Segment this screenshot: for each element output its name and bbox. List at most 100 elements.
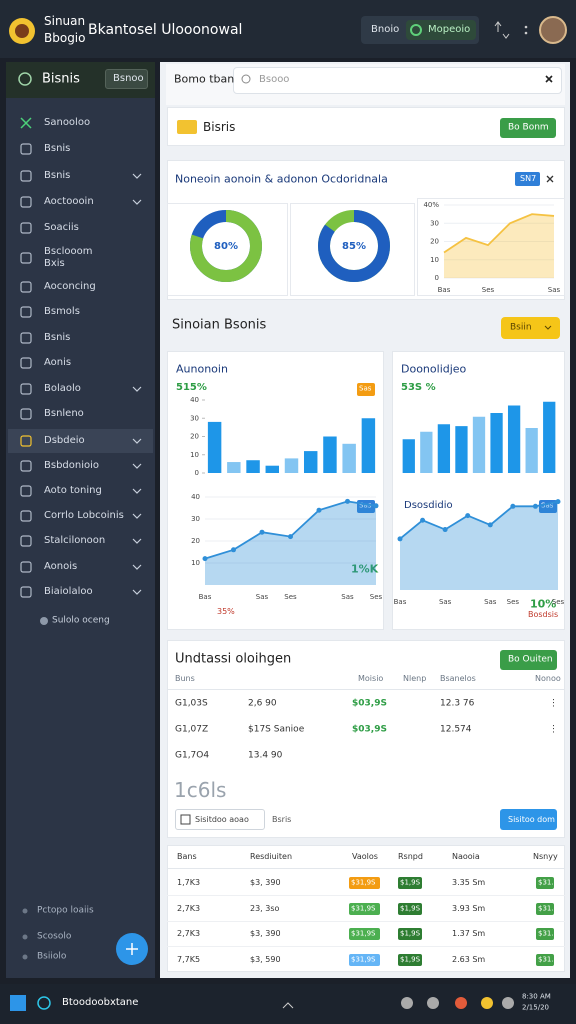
- table-cell: ⋮: [549, 724, 558, 735]
- table-header: Nlenp: [403, 674, 427, 683]
- table-badge: [398, 928, 422, 940]
- sidebar-item[interactable]: Dsbdeio: [44, 435, 85, 446]
- overview-title: Noneoin aonoin & adonon Ocdoridnala: [175, 172, 388, 186]
- section-button-label[interactable]: Bsiin: [510, 322, 532, 333]
- table-title: Undtassi oloihgen: [175, 651, 292, 667]
- action-label[interactable]: Sisitoo dom: [508, 815, 555, 824]
- sidebar-item[interactable]: Corrlo Lobcoinis: [44, 510, 124, 521]
- badge-text: $31.9: [538, 955, 559, 963]
- badge-text: $31,9S: [351, 955, 376, 963]
- action-button[interactable]: [500, 809, 557, 830]
- table-header: Rsnpd: [398, 852, 423, 861]
- area-tile: [417, 198, 565, 296]
- table-cell: G1,03S: [175, 698, 208, 709]
- area-badge-label: Sas: [541, 501, 554, 510]
- table-badge: [349, 928, 380, 940]
- table-badge: [536, 928, 554, 940]
- sidebar-item[interactable]: Biaiolaloo: [44, 586, 93, 597]
- divider: [167, 689, 565, 690]
- badge-text: $1,9S: [400, 904, 421, 912]
- top-bar: [0, 0, 576, 58]
- table-header: Nonoo: [535, 674, 561, 683]
- table-badge: [398, 953, 422, 966]
- table-cell: 3.35 Sm: [452, 878, 486, 887]
- table-header: Resdiuiten: [250, 852, 293, 861]
- section-button[interactable]: [501, 317, 560, 339]
- sidebar-item[interactable]: Bsbdonioio: [44, 460, 100, 471]
- status-pill[interactable]: [406, 20, 476, 40]
- status-label: Mopeoio: [428, 24, 471, 35]
- sidebar-footer-item[interactable]: Scosolo: [37, 931, 72, 942]
- table-cell: ⋮: [549, 698, 558, 709]
- sidebar-item[interactable]: Bsnis: [44, 332, 71, 343]
- sidebar-item[interactable]: Bsnis: [44, 170, 71, 181]
- filter-button[interactable]: [175, 809, 265, 830]
- table-header: Nsnyy: [533, 852, 558, 861]
- table-cell: $3, 590: [250, 954, 281, 964]
- sidebar-item[interactable]: Sanooloo: [44, 117, 91, 128]
- badge-text: $1,9S: [400, 878, 421, 887]
- table-cell: 2,7K3: [177, 929, 201, 938]
- sidebar-item[interactable]: Bsnis: [44, 143, 71, 154]
- area-note: 35%: [217, 607, 235, 616]
- sidebar-item[interactable]: Aoto toning: [44, 485, 102, 496]
- table-cell: $3, 390: [250, 878, 281, 887]
- table-cell: $17S Sanioe: [248, 724, 305, 735]
- sidebar-link[interactable]: Sulolo oceng: [52, 615, 110, 626]
- header-button[interactable]: [500, 118, 556, 138]
- badge-text: $1,9S: [400, 929, 421, 938]
- table-cell: 2.63 Sm: [452, 954, 486, 964]
- metric-card: [167, 351, 384, 630]
- taskbar-label[interactable]: Btoodoobxtane: [62, 997, 139, 1008]
- sidebar-item[interactable]: Aonis: [44, 357, 72, 368]
- table-badge: [398, 902, 422, 915]
- table-button[interactable]: [500, 650, 557, 670]
- sidebar-item[interactable]: Aoctoooin: [44, 196, 94, 207]
- table-header: Vaolos: [352, 852, 378, 861]
- area-annotation: 1%K: [351, 562, 379, 576]
- sidebar-button-label[interactable]: Bsnoo: [113, 73, 144, 84]
- table-cell: $03,9S: [352, 698, 387, 709]
- badge-text: $31,9S: [351, 929, 376, 938]
- toolbar-tab[interactable]: Bomo tban: [174, 72, 235, 86]
- table-button-label[interactable]: Bo Ouiten: [508, 654, 553, 665]
- table-cell: G1,7O4: [175, 750, 210, 761]
- badge-text: $31,9S: [351, 904, 376, 912]
- sidebar-title: Bisnis: [42, 71, 80, 87]
- card-badge-label: Sas: [359, 384, 372, 393]
- table-cell: $03,9S: [352, 724, 387, 735]
- overview-badge-label: SN7: [520, 174, 537, 183]
- header-icon: [177, 120, 197, 134]
- sidebar-item[interactable]: Stalcilonoon: [44, 535, 106, 546]
- sidebar-footer-item[interactable]: Bsiiolo: [37, 951, 67, 962]
- table-header: Naooia: [452, 852, 480, 861]
- table-header: Bsanelos: [440, 674, 476, 683]
- table-cell: 1.37 Sm: [452, 929, 486, 938]
- table-cell: 7,7K5: [177, 954, 201, 964]
- table-cell: 13.4 90: [248, 750, 283, 761]
- sidebar-item[interactable]: Bsnleno: [44, 408, 84, 419]
- area-title: Dsosdidio: [404, 500, 453, 511]
- sidebar-item[interactable]: Aoconcing: [44, 281, 96, 292]
- divider: [167, 868, 565, 869]
- sidebar-footer-item[interactable]: Pctopo loaiis: [37, 905, 94, 916]
- card-title: Aunonoin: [176, 362, 228, 376]
- header-button-label[interactable]: Bo Bonm: [508, 122, 549, 133]
- search-box[interactable]: [233, 67, 562, 94]
- divider: [167, 895, 565, 896]
- filter-label[interactable]: Sisitdoo aoao: [195, 815, 249, 824]
- sidebar-item[interactable]: Soaciis: [44, 222, 79, 233]
- table-badge: [398, 877, 422, 889]
- table-badge: [349, 953, 380, 966]
- sidebar-item[interactable]: Bsmols: [44, 306, 80, 317]
- sidebar-item[interactable]: Aonois: [44, 561, 78, 572]
- sidebar-active: [8, 429, 153, 453]
- top-button[interactable]: Bnoio: [371, 24, 400, 35]
- sidebar-item[interactable]: Bsclooom Bxis: [44, 246, 93, 269]
- header-title: Bisris: [203, 120, 236, 134]
- sidebar-item[interactable]: Bolaolo: [44, 383, 81, 394]
- table-badge: [349, 877, 380, 889]
- table-cell: 3.93 Sm: [452, 903, 486, 913]
- sidebar-button[interactable]: [105, 69, 148, 89]
